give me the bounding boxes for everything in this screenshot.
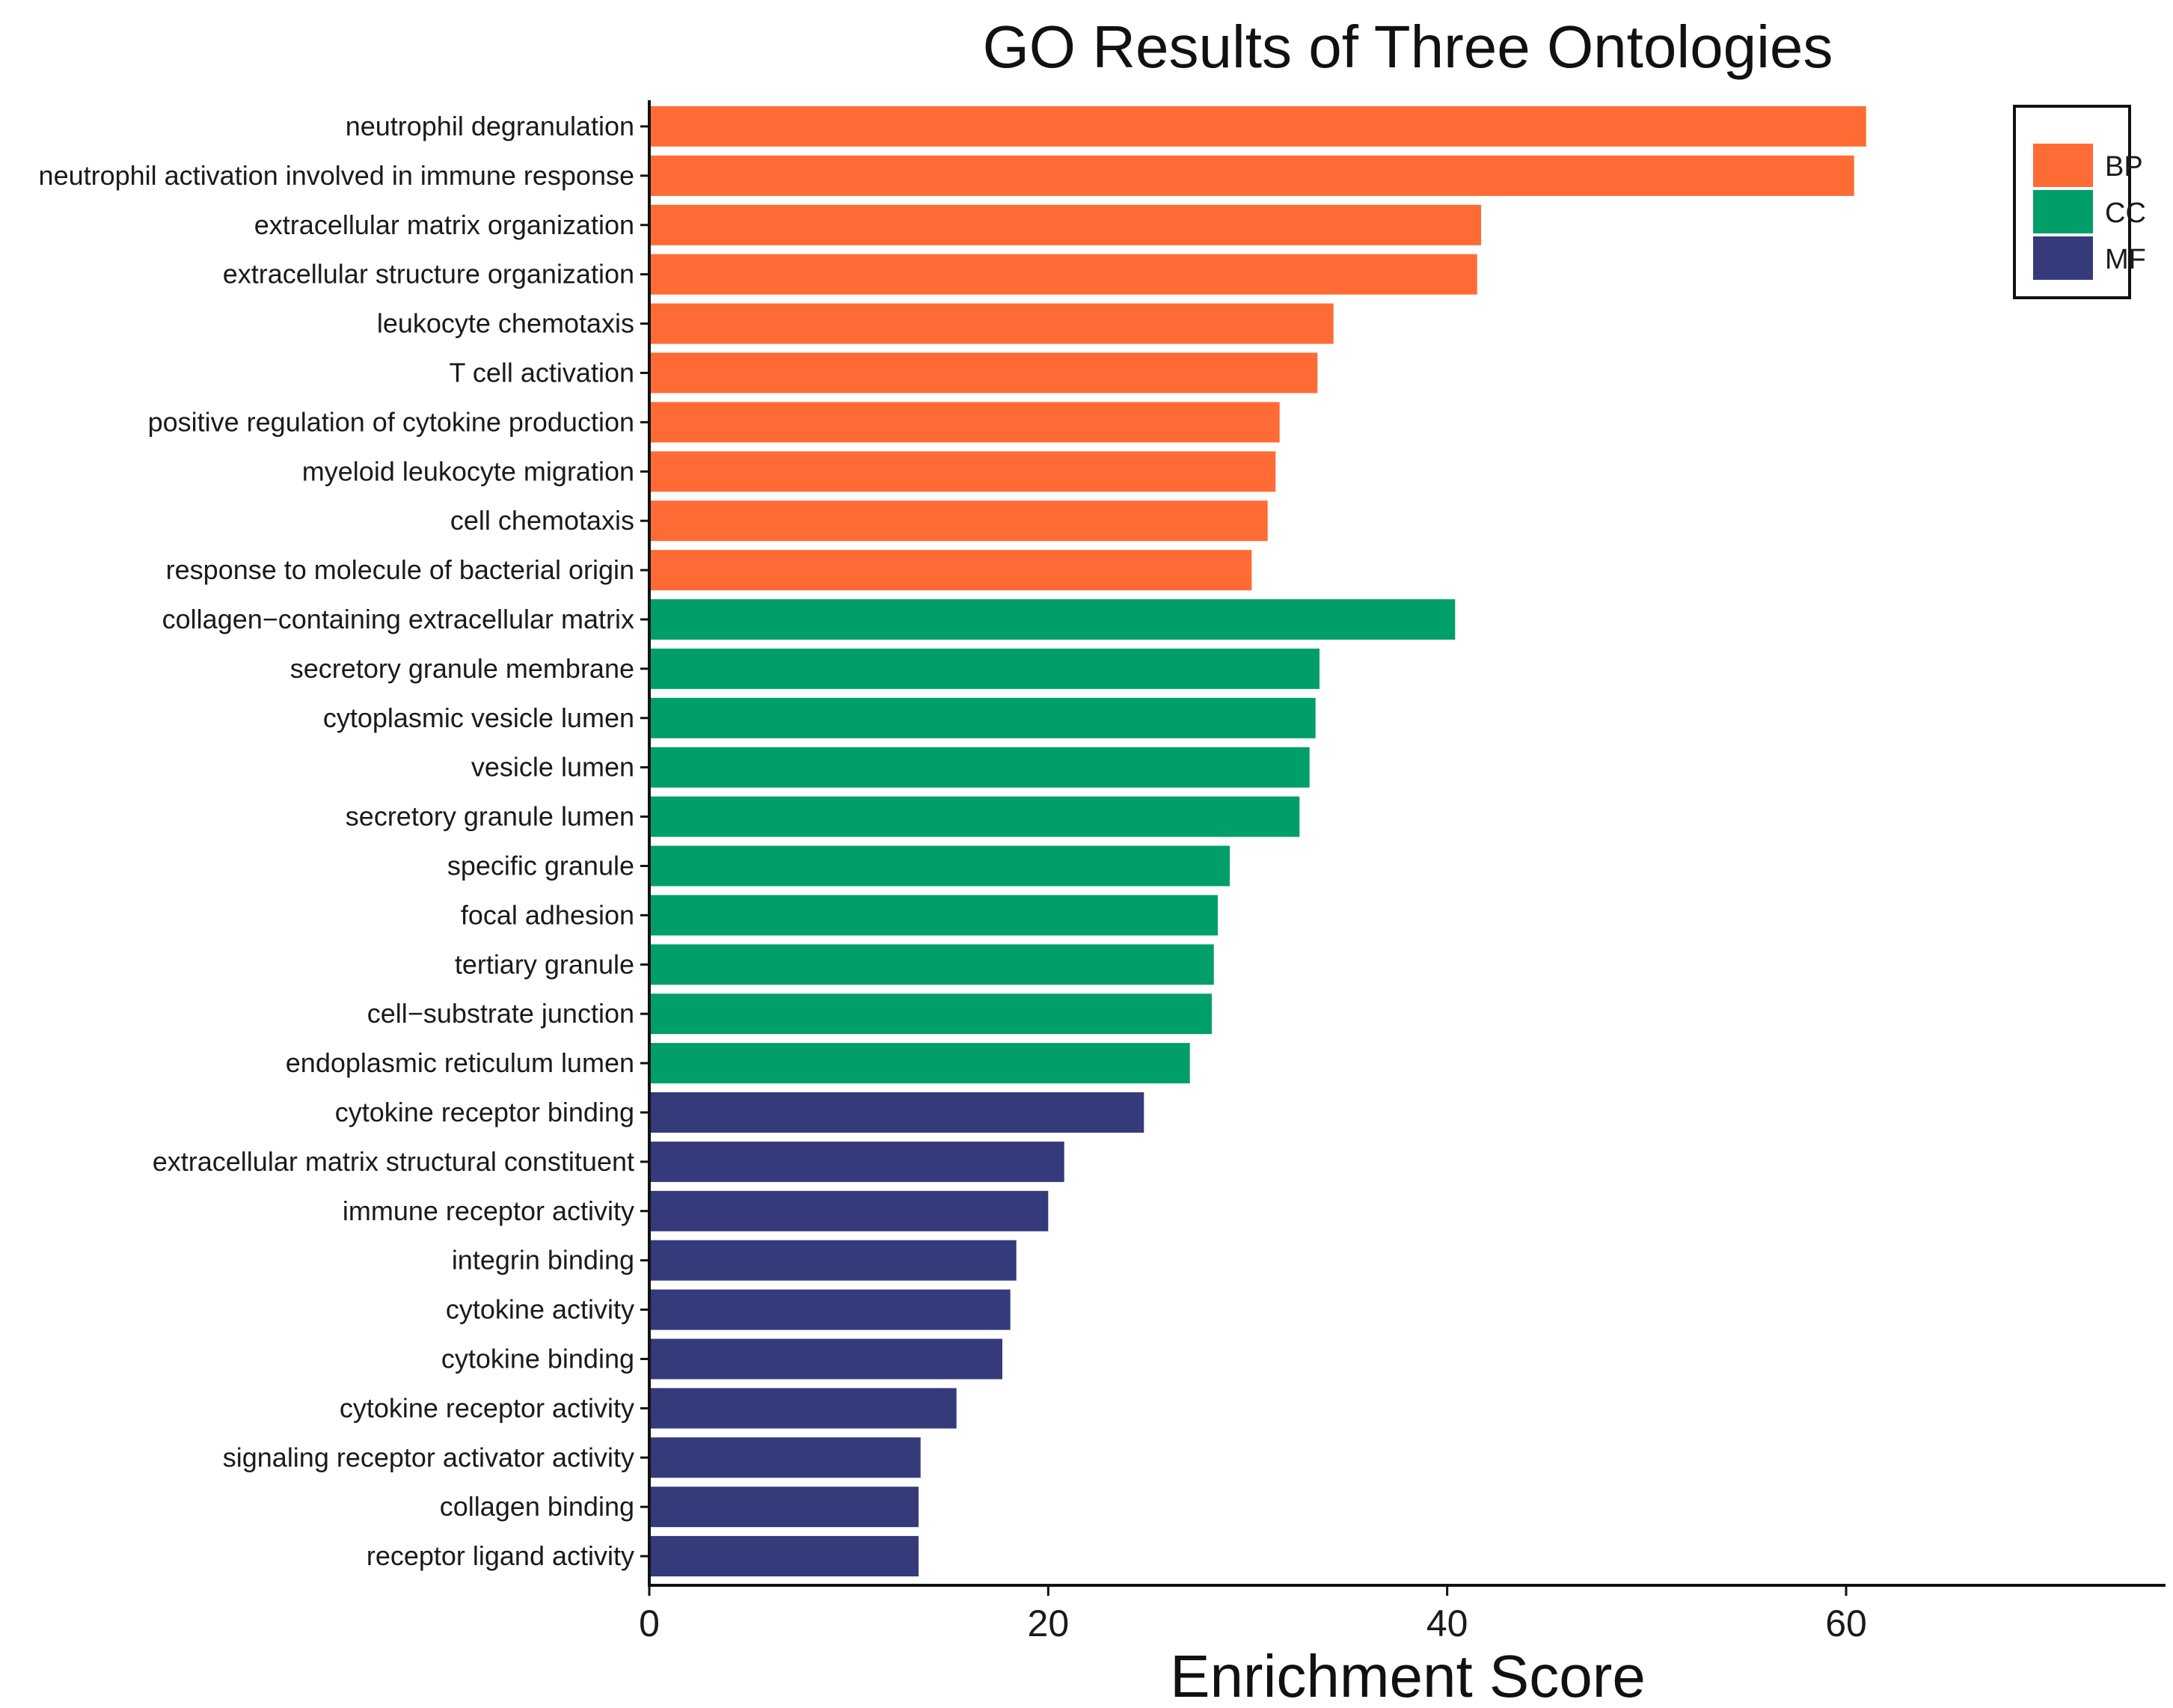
category-label: immune receptor activity [343,1196,634,1226]
bar-bp-1 [650,155,1854,196]
category-label: receptor ligand activity [367,1540,634,1571]
bar-bp-2 [650,204,1481,245]
category-labels: neutrophil degranulation neutrophil activ… [39,111,634,1571]
category-label: cell−substrate junction [367,998,634,1029]
bar-cc-18 [650,994,1212,1035]
category-label: tertiary granule [455,949,634,979]
category-label: extracellular structure organization [223,259,634,290]
legend-label-bp: BP [2105,151,2143,183]
category-label: neutrophil activation involved in immune… [39,160,634,191]
category-label: collagen binding [440,1491,634,1522]
category-label: cytokine binding [441,1343,634,1374]
x-tick-label: 20 [1028,1603,1070,1644]
bar-mf-27 [650,1437,921,1478]
legend-swatch-cc [2033,190,2093,233]
bar-bp-8 [650,501,1268,542]
category-label: endoplasmic reticulum lumen [286,1047,634,1078]
category-label: focal adhesion [461,899,634,930]
bar-mf-26 [650,1388,957,1429]
category-label: secretory granule lumen [346,801,634,832]
bar-mf-22 [650,1190,1049,1231]
category-label: T cell activation [450,357,634,388]
bar-mf-24 [650,1289,1011,1330]
legend-swatch-bp [2033,144,2093,187]
bar-cc-13 [650,747,1310,788]
axes: 0 20 40 60 [639,100,2166,1644]
bar-cc-11 [650,648,1320,689]
category-label: leukocyte chemotaxis [377,308,634,339]
bar-bp-0 [650,105,1866,147]
bars-group [650,105,1866,1577]
category-label: integrin binding [452,1245,634,1276]
bar-cc-12 [650,697,1316,738]
category-label: extracellular matrix structural constitu… [153,1146,634,1177]
category-label: secretory granule membrane [290,653,634,684]
category-label: vesicle lumen [471,752,634,783]
bar-bp-7 [650,451,1276,492]
legend-label-cc: CC [2105,198,2146,229]
bar-cc-16 [650,895,1218,936]
category-label: cytokine receptor activity [340,1392,634,1423]
chart-title: GO Results of Three Ontologies [983,13,1833,80]
category-label: cytokine activity [446,1294,634,1325]
bar-mf-29 [650,1536,919,1577]
category-label: signaling receptor activator activity [223,1442,634,1472]
x-axis-label: Enrichment Score [1170,1643,1646,1708]
category-label: cytokine receptor binding [335,1097,634,1127]
category-label: neutrophil degranulation [346,111,634,141]
bar-mf-21 [650,1141,1064,1182]
x-tick-label: 0 [639,1603,660,1644]
bar-cc-17 [650,944,1214,985]
category-label: response to molecule of bacterial origin [166,554,634,585]
legend: BP CC MF [2013,105,2146,299]
bar-mf-20 [650,1092,1144,1133]
bar-bp-9 [650,550,1252,591]
category-label: positive regulation of cytokine producti… [148,406,634,437]
bar-bp-6 [650,402,1280,443]
bar-cc-15 [650,845,1230,887]
category-label: extracellular matrix organization [254,209,634,240]
category-label: cell chemotaxis [450,505,634,536]
bar-bp-5 [650,352,1318,394]
category-label: myeloid leukocyte migration [302,456,634,486]
x-tick-label: 40 [1426,1603,1468,1644]
category-label: collagen−containing extracellular matrix [162,604,634,634]
bar-mf-25 [650,1338,1002,1380]
category-label: cytoplasmic vesicle lumen [323,703,634,733]
bar-cc-10 [650,599,1456,640]
bar-bp-3 [650,254,1477,295]
bar-bp-4 [650,303,1334,344]
bar-cc-14 [650,796,1300,837]
bar-cc-19 [650,1043,1190,1084]
legend-label-mf: MF [2105,244,2146,275]
bar-mf-23 [650,1240,1017,1281]
category-label: specific granule [447,850,634,881]
x-tick-label: 60 [1825,1603,1867,1644]
legend-swatch-mf [2033,236,2093,280]
bar-mf-28 [650,1487,919,1528]
